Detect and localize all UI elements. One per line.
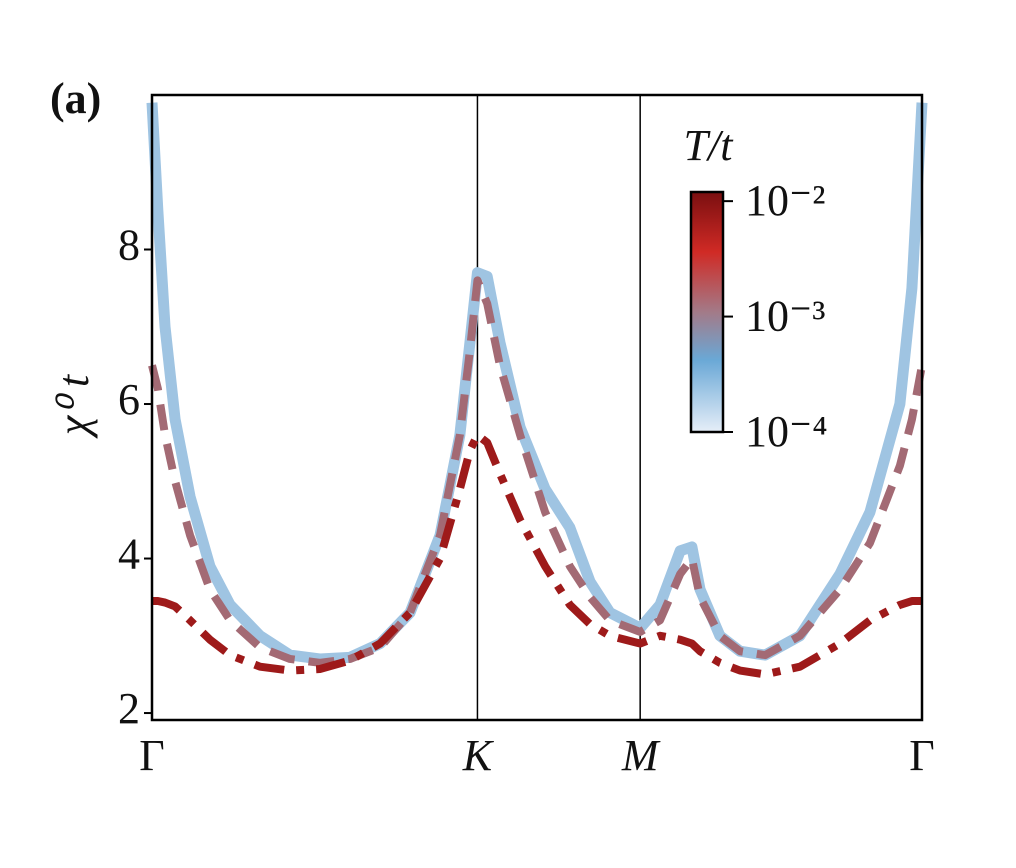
colorbar-tick-label: 10⁻⁴ xyxy=(745,407,828,456)
y-tick-label: 2 xyxy=(118,684,140,733)
x-tick-label: Γ xyxy=(139,731,164,780)
colorbar-tick-label: 10⁻³ xyxy=(745,292,825,341)
y-tick-label: 8 xyxy=(118,221,140,270)
colorbar-tick-label: 10⁻² xyxy=(745,176,825,225)
x-tick-label: M xyxy=(621,731,661,780)
axes-frame xyxy=(150,93,924,722)
y-tick-label: 4 xyxy=(118,530,140,579)
x-tick-label: K xyxy=(462,731,495,780)
y-axis-label: χ⁰ t xyxy=(49,373,98,439)
colorbar-title: T/t xyxy=(684,121,735,170)
x-tick-label: Γ xyxy=(909,731,934,780)
series-line xyxy=(152,430,922,679)
colorbar xyxy=(689,190,725,434)
series-line xyxy=(148,276,926,667)
panel-label: (a) xyxy=(50,74,101,123)
y-tick-label: 6 xyxy=(118,375,140,424)
